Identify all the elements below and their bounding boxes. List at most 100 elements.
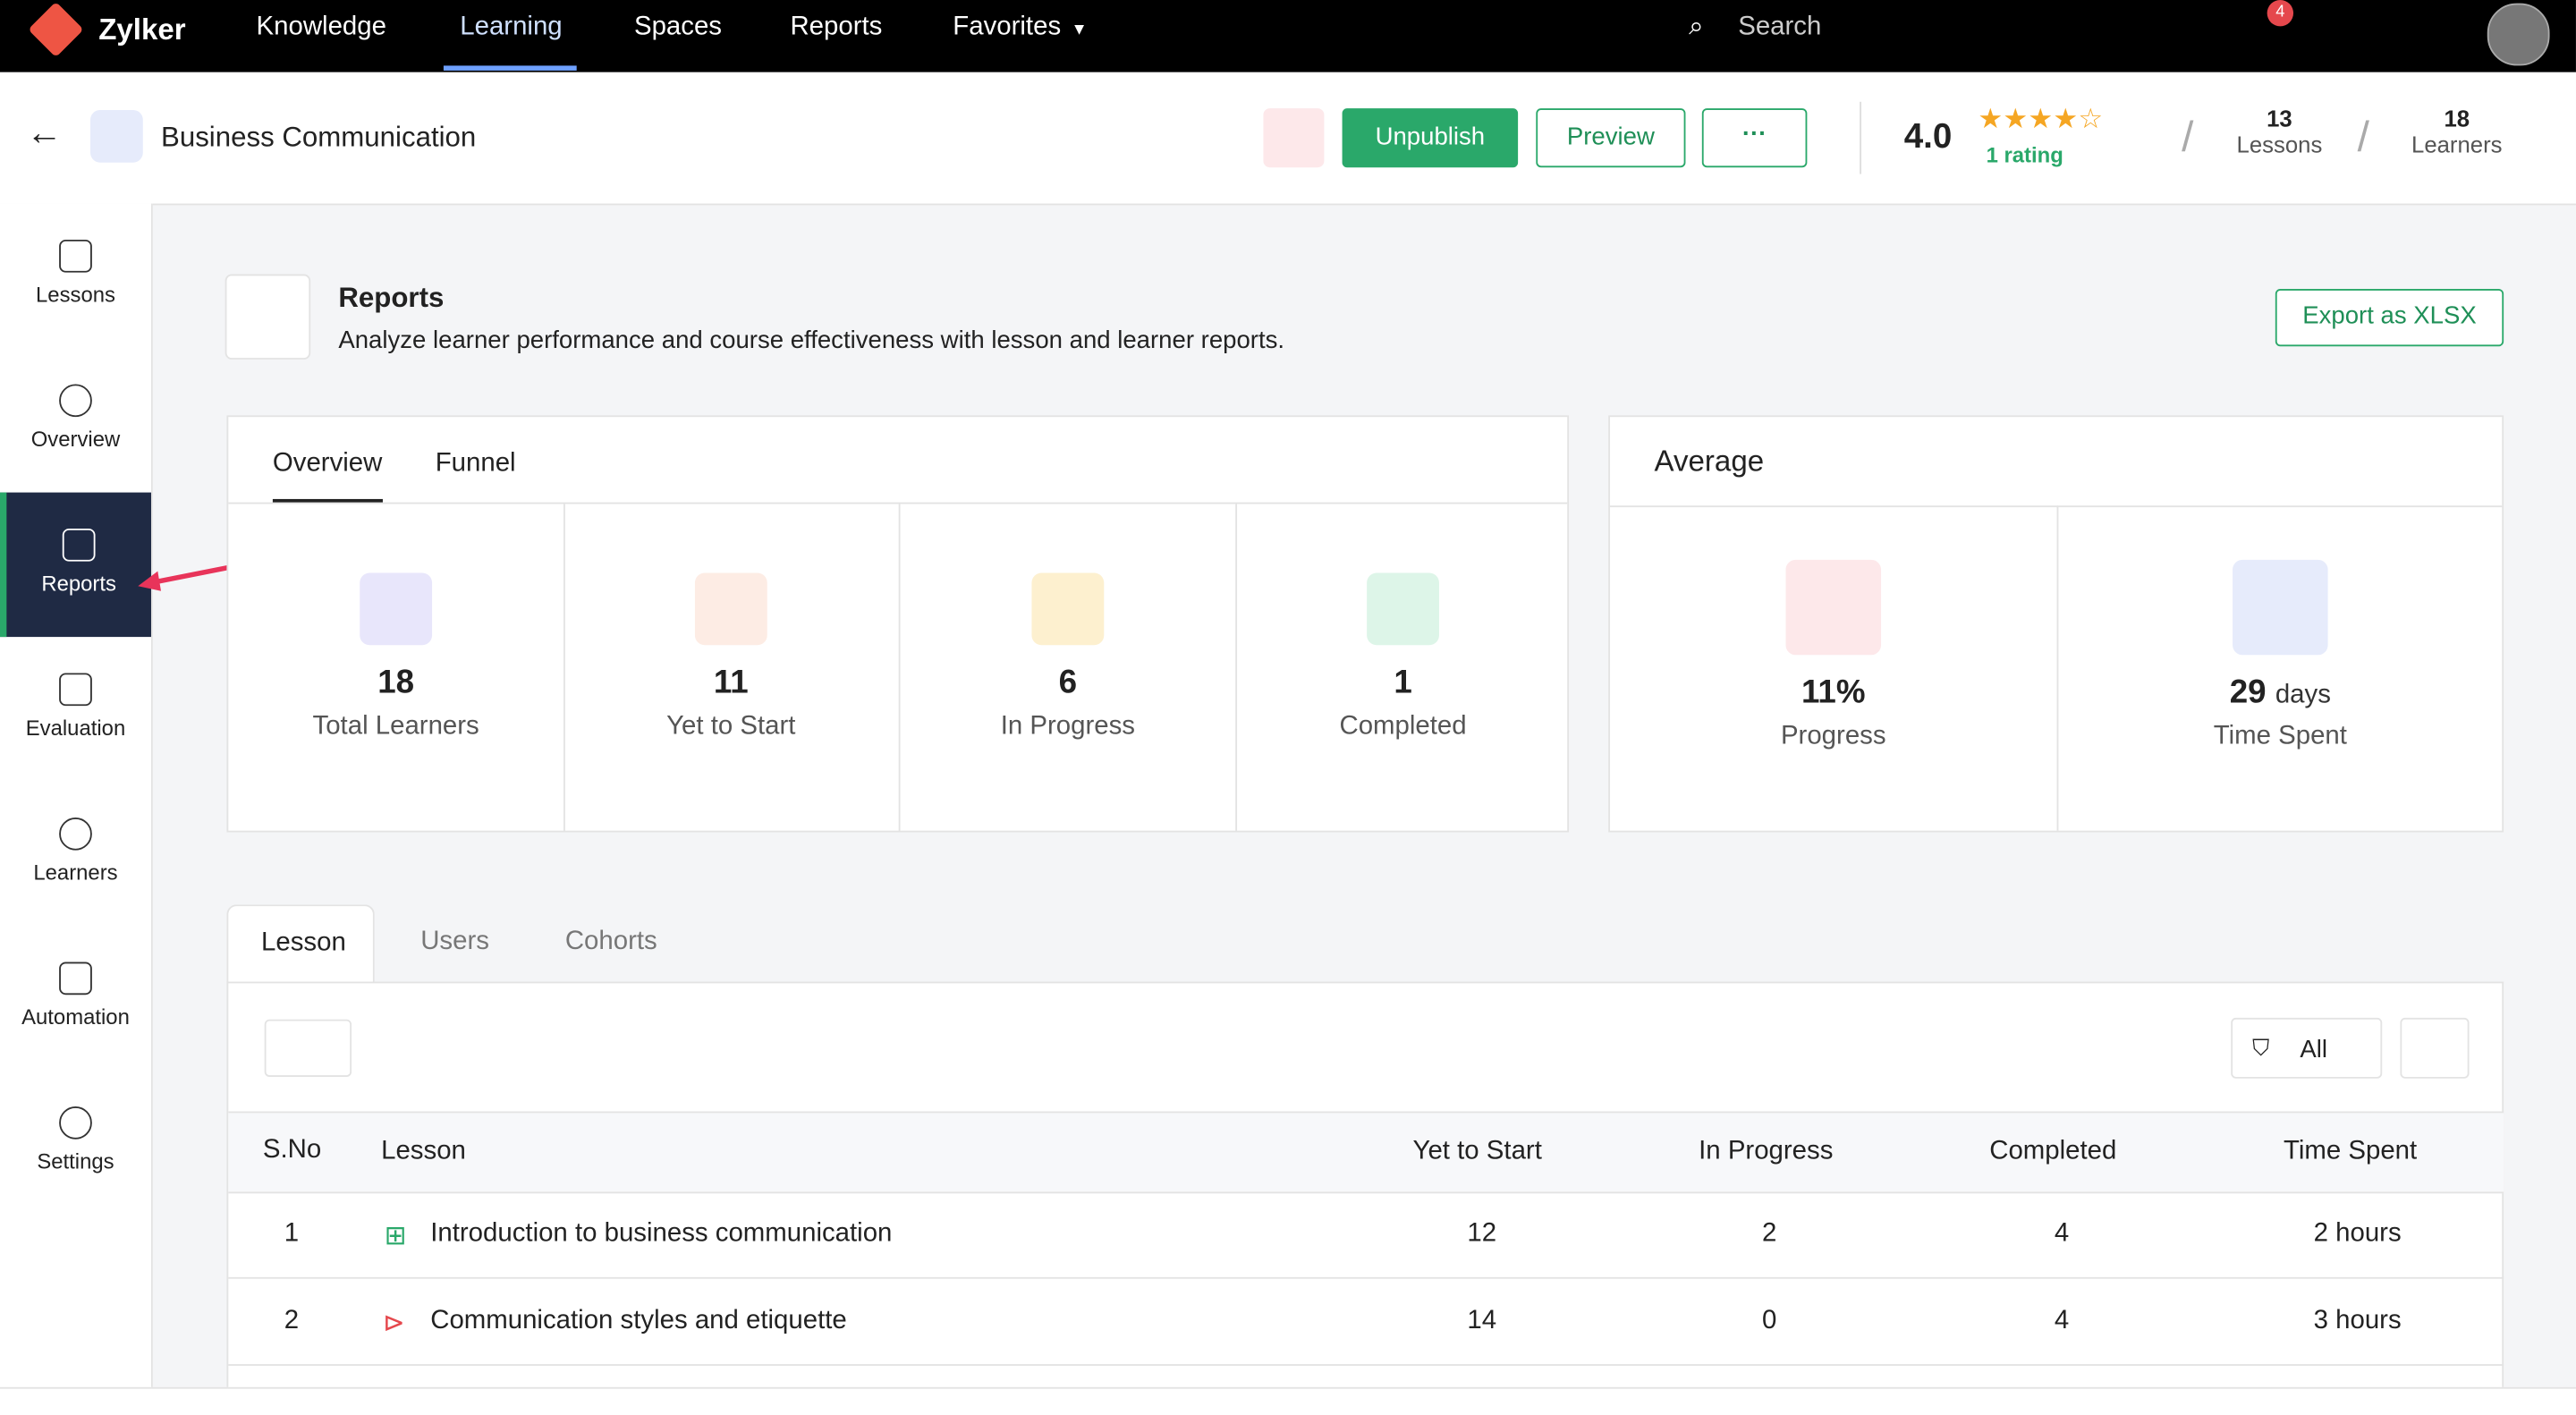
course-icon: [90, 109, 143, 163]
label: Evaluation: [25, 716, 126, 741]
label: Progress: [1780, 722, 1886, 750]
cell: Communication styles and etiquette: [430, 1306, 847, 1335]
view-toggle[interactable]: [264, 1019, 352, 1077]
label: In Progress: [1000, 712, 1135, 741]
bottom-bar: [0, 1386, 2576, 1415]
column-header[interactable]: Yet to Start: [1412, 1137, 1542, 1166]
cell: 1: [284, 1219, 300, 1248]
icon: [360, 572, 433, 646]
logo: [28, 1, 84, 58]
lessons-count: 13 Lessons: [2218, 105, 2342, 160]
label: Total Learners: [312, 712, 479, 741]
export-button[interactable]: Export as XLSX: [2275, 289, 2504, 347]
lesson-icon: ⊞: [384, 1223, 407, 1251]
sidebar: Lessons Overview Reports Evaluation Lear…: [0, 203, 153, 1415]
nav-item[interactable]: Knowledge: [256, 13, 386, 41]
icon: [2233, 559, 2328, 656]
search[interactable]: Search: [1738, 13, 1822, 41]
cell: 12: [1467, 1219, 1497, 1248]
table-tab[interactable]: Cohorts: [564, 927, 657, 956]
divider: [2056, 505, 2059, 831]
column-header: S.No: [262, 1136, 322, 1165]
value: 18: [2444, 105, 2470, 131]
filter-button[interactable]: ⛉ All: [2231, 1017, 2383, 1079]
search-icon[interactable]: ⌕: [1689, 13, 1704, 41]
table-tab[interactable]: Users: [420, 927, 489, 956]
separator: /: [2182, 111, 2194, 161]
average-card: Average 11% Progress 29 days Time Spent: [1608, 415, 2504, 833]
nav-item[interactable]: Reports: [790, 13, 883, 41]
table-header: S.No Lesson Yet to Start In Progress Com…: [228, 1111, 2504, 1194]
cell: 4: [2054, 1306, 2070, 1335]
table-tab-active[interactable]: Lesson: [226, 904, 375, 986]
icon: [694, 572, 767, 646]
label: Settings: [37, 1148, 114, 1174]
label: Completed: [1339, 712, 1467, 741]
nav-item[interactable]: Spaces: [633, 13, 723, 41]
value: 11: [713, 665, 749, 701]
label: Overview: [30, 427, 121, 452]
sidebar-item[interactable]: Learners: [0, 817, 151, 885]
column-header[interactable]: Lesson: [381, 1137, 466, 1166]
average-title: Average: [1654, 445, 1765, 479]
column-header[interactable]: In Progress: [1699, 1137, 1834, 1166]
icon: [1785, 559, 1882, 656]
divider: [1609, 505, 2503, 508]
sidebar-item-active[interactable]: Reports: [0, 492, 151, 638]
value: 18: [377, 665, 415, 701]
table-panel: ⛉ All S.No Lesson Yet to Start In Progres…: [226, 981, 2504, 1415]
sidebar-item[interactable]: Lessons: [0, 239, 151, 308]
column-header[interactable]: Completed: [1989, 1137, 2117, 1166]
cell: Introduction to business communication: [430, 1219, 893, 1248]
sidebar-item[interactable]: Automation: [0, 962, 151, 1029]
cell: 14: [1467, 1306, 1497, 1335]
dropdown-caret: ▼: [1071, 21, 1088, 40]
label: Lessons: [2236, 131, 2323, 158]
column-header[interactable]: Time Spent: [2284, 1137, 2418, 1166]
export-icon-button[interactable]: [2400, 1017, 2470, 1079]
divider: [228, 502, 1568, 504]
tab-active[interactable]: Overview: [272, 449, 383, 479]
active-underline: [443, 65, 577, 71]
reports-icon: [225, 274, 311, 360]
table-row[interactable]: 2 ⊳ Communication styles and etiquette 1…: [228, 1279, 2504, 1366]
unit: days: [2275, 681, 2331, 709]
label: Lessons: [36, 282, 115, 308]
nav-item[interactable]: Learning: [460, 13, 563, 41]
cell: 2: [1761, 1219, 1777, 1248]
stat: 6 In Progress: [901, 504, 1238, 833]
avatar[interactable]: [2487, 3, 2550, 66]
nav-item[interactable]: Favorites: [953, 13, 1062, 41]
label: Automation: [21, 1004, 130, 1029]
reports-description: Analyze learner performance and course e…: [338, 326, 1285, 355]
cell: 3 hours: [2313, 1306, 2402, 1335]
rating-count[interactable]: 1 rating: [1986, 142, 2063, 168]
lesson-icon: ⊳: [382, 1309, 405, 1338]
back-button[interactable]: ←: [26, 111, 63, 153]
unpublish-button[interactable]: Unpublish: [1342, 108, 1519, 168]
filter-value: All: [2300, 1036, 2328, 1064]
preview-button[interactable]: Preview: [1536, 108, 1686, 168]
brand: Zylker: [98, 13, 186, 47]
label: Learners: [33, 860, 118, 885]
sidebar-item[interactable]: Evaluation: [0, 673, 151, 741]
rating: 4.0: [1903, 118, 1953, 157]
table-row[interactable]: 1 ⊞ Introduction to business communicati…: [228, 1191, 2504, 1279]
cell: 4: [2054, 1219, 2070, 1248]
tab[interactable]: Funnel: [435, 449, 516, 479]
more-button[interactable]: ···: [1701, 108, 1808, 168]
icon: [1031, 572, 1105, 646]
separator: /: [2357, 111, 2369, 161]
tab-underline: [272, 498, 383, 503]
sidebar-item[interactable]: Settings: [0, 1106, 151, 1174]
value: 29 days: [2113, 674, 2448, 712]
sidebar-item[interactable]: Overview: [0, 384, 151, 452]
course-title: Business Communication: [160, 121, 477, 153]
link-button[interactable]: [1263, 108, 1325, 168]
value: 11%: [1801, 674, 1866, 711]
stars: ★★★★☆: [1978, 103, 2104, 135]
value: 6: [1058, 665, 1078, 701]
value: 1: [1394, 665, 1412, 701]
stat: 11 Yet to Start: [564, 504, 901, 833]
